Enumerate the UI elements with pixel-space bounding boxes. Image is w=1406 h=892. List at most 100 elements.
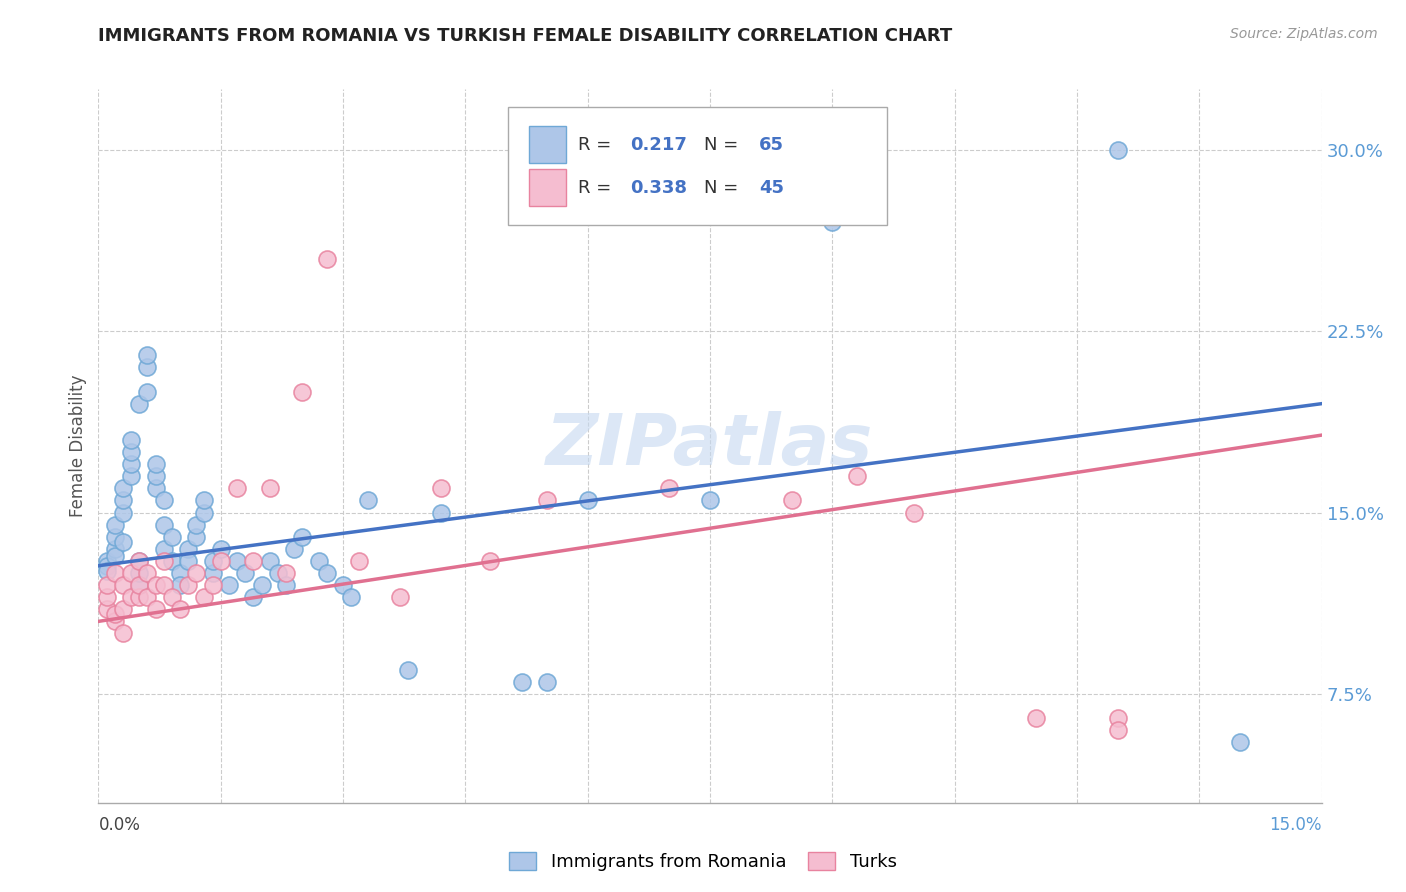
Point [291,384,314,399]
Y-axis label: Female Disability: Female Disability [69,375,87,517]
Point [512,674,534,689]
Point [169,566,191,580]
Point [332,578,354,592]
Legend: Immigrants from Romania, Turks: Immigrants from Romania, Turks [502,845,904,879]
Point [576,493,599,508]
Point [136,360,159,375]
Point [136,566,159,580]
Point [128,578,150,592]
Point [169,602,191,616]
Text: 0.0%: 0.0% [98,816,141,834]
Point [111,534,134,549]
Point [96,590,118,604]
Point [821,215,844,229]
Point [152,517,174,532]
Point [349,554,371,568]
Point [96,578,118,592]
Point [283,541,305,556]
Point [152,578,174,592]
Point [308,554,330,568]
Point [128,397,150,411]
Point [242,590,264,604]
Point [259,481,281,495]
Point [111,578,134,592]
Point [128,590,150,604]
Point [658,481,681,495]
FancyBboxPatch shape [508,107,887,225]
Point [536,493,558,508]
Point [136,348,159,362]
Point [1107,143,1129,157]
Point [186,566,208,580]
Text: N =: N = [704,136,744,153]
Point [96,558,118,573]
Point [145,602,167,616]
Point [274,566,297,580]
Point [291,530,314,544]
Point [160,590,183,604]
Point [430,481,453,495]
Point [152,493,174,508]
Point [267,566,290,580]
Point [1107,711,1129,725]
Point [128,554,150,568]
Point [193,493,215,508]
Point [1229,735,1251,749]
Point [111,481,134,495]
Point [104,530,127,544]
Point [536,674,558,689]
Point [226,554,249,568]
Point [120,457,142,471]
Point [128,554,150,568]
Point [209,541,232,556]
Point [193,506,215,520]
Point [186,517,208,532]
Point [128,566,150,580]
Point [250,578,273,592]
Point [903,506,925,520]
FancyBboxPatch shape [529,127,565,163]
Point [120,445,142,459]
Point [186,530,208,544]
Point [201,566,224,580]
Text: Source: ZipAtlas.com: Source: ZipAtlas.com [1230,27,1378,41]
Point [152,541,174,556]
Point [96,564,118,578]
Point [104,549,127,563]
Point [111,506,134,520]
Text: 15.0%: 15.0% [1270,816,1322,834]
FancyBboxPatch shape [529,169,565,206]
Point [478,554,501,568]
Text: 0.217: 0.217 [630,136,688,153]
Point [96,554,118,568]
Point [315,252,337,266]
Point [177,554,200,568]
Point [145,469,167,483]
Point [218,578,240,592]
Point [120,433,142,447]
Point [177,541,200,556]
Point [193,590,215,604]
Point [145,457,167,471]
Point [145,481,167,495]
Text: R =: R = [578,178,617,196]
Point [111,602,134,616]
Point [340,590,363,604]
Point [104,607,127,621]
Point [201,578,224,592]
Point [120,590,142,604]
Point [104,566,127,580]
Text: 0.338: 0.338 [630,178,688,196]
Point [145,578,167,592]
Text: ZIPatlas: ZIPatlas [547,411,873,481]
Point [160,554,183,568]
Point [169,578,191,592]
Point [274,578,297,592]
Point [389,590,412,604]
Point [111,493,134,508]
Point [315,566,337,580]
Point [136,384,159,399]
Point [1025,711,1047,725]
Point [136,590,159,604]
Point [396,663,419,677]
